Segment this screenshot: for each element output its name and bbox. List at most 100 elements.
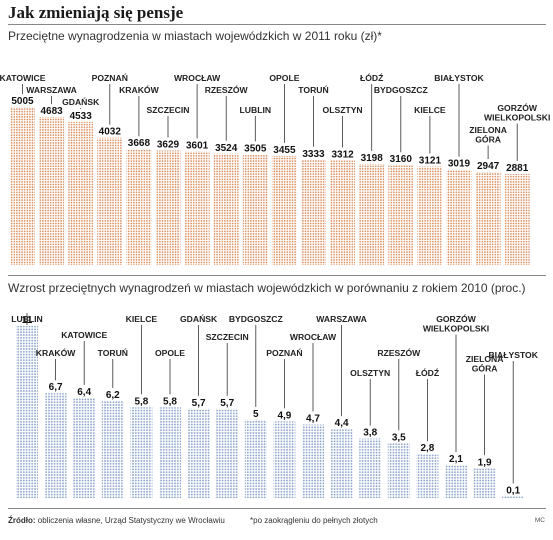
bar-olsztyn bbox=[330, 160, 356, 265]
category-label-lodz: ŁÓDŹ bbox=[416, 367, 439, 378]
category-label-lodz: ŁÓDŹ bbox=[360, 72, 383, 83]
bar-zielona-gora bbox=[475, 171, 501, 265]
value-label-rzeszow: 3524 bbox=[215, 143, 238, 154]
category-label-bialystok: BIAŁYSTOK bbox=[434, 73, 484, 83]
category-label-szczecin: SZCZECIN bbox=[147, 105, 190, 115]
value-label-krakow: 3668 bbox=[128, 138, 151, 149]
value-label-lodz: 2,8 bbox=[420, 443, 434, 454]
value-label-bialystok: 0,1 bbox=[506, 485, 520, 496]
category-label-lublin: LUBLIN bbox=[11, 314, 43, 324]
page-title: Jak zmieniają się pensje bbox=[8, 3, 184, 22]
bar-szczecin bbox=[216, 408, 239, 498]
category-label-opole: OPOLE bbox=[269, 73, 299, 83]
section-rule bbox=[8, 275, 546, 276]
bar-wroclaw bbox=[302, 424, 324, 498]
category-label-poznan: POZNAŃ bbox=[92, 73, 128, 83]
value-label-gorzow-wielkopolski: 2,1 bbox=[449, 454, 463, 465]
bar-bialystok bbox=[446, 169, 472, 265]
bar-krakow bbox=[126, 149, 152, 265]
bar-kielce bbox=[417, 166, 443, 265]
bar-lodz bbox=[416, 454, 439, 498]
bar-lodz bbox=[359, 164, 385, 265]
value-label-olsztyn: 3,8 bbox=[363, 428, 377, 439]
value-label-poznan: 4,9 bbox=[277, 410, 291, 421]
value-label-gorzow-wielkopolski: 2881 bbox=[506, 163, 529, 174]
bar-poznan bbox=[273, 421, 296, 498]
bar-gorzow-wielkopolski bbox=[504, 174, 530, 265]
bar-gdansk bbox=[187, 408, 210, 498]
value-label-bydgoszcz: 5 bbox=[253, 409, 259, 420]
category-label-krakow: KRAKÓW bbox=[119, 84, 160, 95]
category-label-wroclaw: WROCŁAW bbox=[174, 73, 221, 83]
bar-bydgoszcz bbox=[388, 165, 414, 265]
value-label-wroclaw: 3601 bbox=[186, 140, 209, 151]
bar-krakow bbox=[44, 393, 67, 498]
footer-note: *po zaokrągleniu do pełnych złotych bbox=[250, 516, 378, 525]
value-label-gdansk: 5,7 bbox=[192, 398, 206, 409]
category-label-zielona-gora: ZIELONA GÓRA bbox=[469, 125, 507, 145]
footer-source-text: obliczenia własne, Urząd Statystyczny we… bbox=[37, 516, 225, 525]
value-label-opole: 3455 bbox=[273, 145, 296, 156]
value-label-poznan: 4032 bbox=[99, 127, 122, 138]
value-label-warszawa: 4,4 bbox=[335, 418, 349, 429]
value-label-wroclaw: 4,7 bbox=[306, 414, 320, 425]
value-label-gdansk: 4533 bbox=[70, 111, 93, 122]
value-label-zielona-gora: 1,9 bbox=[478, 457, 492, 468]
value-label-bialystok: 3019 bbox=[448, 159, 471, 170]
bar-zielona-gora bbox=[473, 468, 496, 498]
category-label-torun: TORUŃ bbox=[98, 348, 128, 358]
bar-bydgoszcz bbox=[244, 419, 267, 498]
growth-chart-title: Wzrost przeciętnych wynagrodzeń w miasta… bbox=[8, 281, 526, 295]
category-label-warszawa: WARSZAWA bbox=[316, 314, 367, 324]
value-label-bydgoszcz: 3160 bbox=[390, 154, 413, 165]
category-label-krakow: KRAKÓW bbox=[36, 347, 77, 358]
bar-szczecin bbox=[155, 150, 181, 265]
category-label-katowice: KATOWICE bbox=[61, 330, 107, 340]
salary-chart: 5005 KATOWICE 4683 WARSZAWA 4533 GDAŃSK 4032 PO… bbox=[0, 72, 550, 265]
footer-initials: MC bbox=[534, 517, 545, 524]
category-label-bydgoszcz: BYDGOSZCZ bbox=[374, 85, 428, 95]
growth-chart: 11LUBLIN6,7KRAKÓW6,4KATOWICE6,2TORUŃ5,8K… bbox=[11, 313, 539, 498]
category-label-zielona-gora: ZIELONA GÓRA bbox=[466, 354, 504, 374]
bar-rzeszow bbox=[387, 443, 410, 498]
footer-rule bbox=[8, 508, 546, 509]
category-label-olsztyn: OLSZTYN bbox=[350, 368, 390, 378]
value-label-kielce: 5,8 bbox=[134, 396, 148, 407]
value-label-szczecin: 3629 bbox=[157, 139, 180, 150]
bar-poznan bbox=[97, 137, 123, 265]
category-label-opole: OPOLE bbox=[155, 348, 185, 358]
value-label-lodz: 3198 bbox=[361, 153, 384, 164]
category-label-olsztyn: OLSZTYN bbox=[323, 105, 363, 115]
salary-chart-title: Przeciętne wynagrodzenia w miastach woje… bbox=[8, 29, 382, 43]
bar-torun bbox=[301, 159, 326, 265]
bar-opole bbox=[159, 407, 181, 498]
value-label-torun: 3333 bbox=[302, 149, 325, 160]
bar-katowice bbox=[73, 397, 96, 498]
category-label-gorzow-wielkopolski: GORZÓW WIELKOPOLSKI bbox=[484, 102, 550, 123]
title-rule bbox=[8, 24, 546, 25]
category-label-kielce: KIELCE bbox=[126, 314, 158, 324]
category-label-bydgoszcz: BYDGOSZCZ bbox=[229, 314, 283, 324]
value-label-zielona-gora: 2947 bbox=[477, 161, 500, 172]
value-label-opole: 5,8 bbox=[163, 396, 177, 407]
bar-lublin bbox=[242, 154, 268, 265]
category-label-lublin: LUBLIN bbox=[240, 105, 272, 115]
bar-olsztyn bbox=[359, 438, 382, 498]
category-label-szczecin: SZCZECIN bbox=[206, 332, 249, 342]
bar-wroclaw bbox=[184, 151, 210, 265]
value-label-lublin: 3505 bbox=[244, 143, 267, 154]
category-label-katowice: KATOWICE bbox=[0, 73, 46, 83]
bar-warszawa bbox=[39, 117, 65, 265]
category-label-gorzow-wielkopolski: GORZÓW WIELKOPOLSKI bbox=[423, 313, 489, 334]
value-label-katowice: 5005 bbox=[11, 96, 34, 107]
bar-bialystok bbox=[502, 496, 525, 498]
value-label-szczecin: 5,7 bbox=[220, 398, 234, 409]
category-label-rzeszow: RZESZÓW bbox=[377, 347, 421, 358]
category-label-gdansk: GDAŃSK bbox=[62, 97, 100, 107]
bar-katowice bbox=[10, 107, 35, 265]
category-label-warszawa: WARSZAWA bbox=[26, 85, 77, 95]
category-label-torun: TORUŃ bbox=[298, 85, 328, 95]
value-label-torun: 6,2 bbox=[106, 390, 120, 401]
bar-kielce bbox=[130, 407, 153, 498]
category-label-kielce: KIELCE bbox=[414, 105, 446, 115]
